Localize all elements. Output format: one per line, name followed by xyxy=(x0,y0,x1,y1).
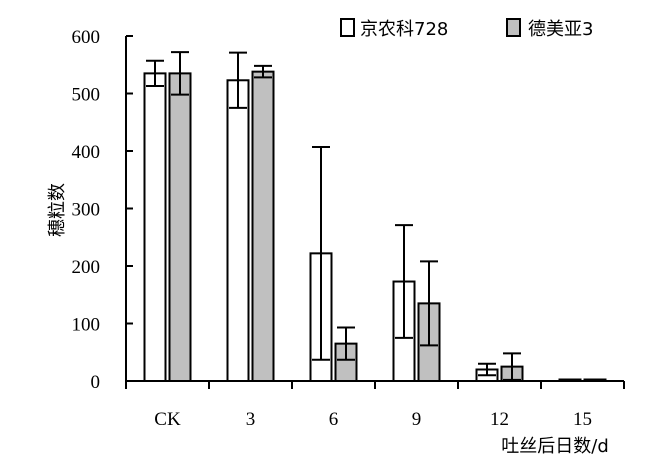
bar-series-1 xyxy=(143,72,167,382)
bar-series-2 xyxy=(583,378,607,382)
y-tick-label: 300 xyxy=(72,200,101,221)
x-category-label: 12 xyxy=(490,409,509,430)
bar-series-1 xyxy=(226,79,250,383)
legend-label-series-2: 德美亚3 xyxy=(528,19,593,40)
y-tick-label: 100 xyxy=(72,315,101,336)
legend: 京农科728 德美亚3 xyxy=(340,18,593,40)
x-category-label: 15 xyxy=(573,409,592,430)
legend-swatch-series-2 xyxy=(506,18,521,37)
bar-series-2 xyxy=(168,72,192,382)
y-axis-title: 穗粒数 xyxy=(47,183,68,237)
error-bars xyxy=(146,51,521,381)
bars xyxy=(143,70,607,383)
legend-label-series-1: 京农科728 xyxy=(360,19,448,40)
y-tick-label: 200 xyxy=(72,257,101,278)
bar-series-1 xyxy=(558,378,582,382)
y-tick-label: 400 xyxy=(72,142,101,163)
bar-series-2 xyxy=(251,70,275,383)
x-category-label: 9 xyxy=(412,409,422,430)
x-category-label: 6 xyxy=(329,409,339,430)
y-tick-label: 500 xyxy=(72,85,101,106)
x-category-label: 3 xyxy=(246,409,256,430)
y-tick-label: 0 xyxy=(91,372,101,393)
y-tick-label: 600 xyxy=(72,27,101,48)
axes xyxy=(125,35,625,389)
legend-swatch-series-1 xyxy=(340,18,355,37)
x-axis-title: 吐丝后日数/d xyxy=(501,436,609,457)
y-tick-labels: 0 100 200 300 400 500 600 xyxy=(72,27,101,393)
x-category-label: CK xyxy=(154,409,181,430)
x-category-labels: CK 3 6 9 12 15 xyxy=(154,409,592,430)
